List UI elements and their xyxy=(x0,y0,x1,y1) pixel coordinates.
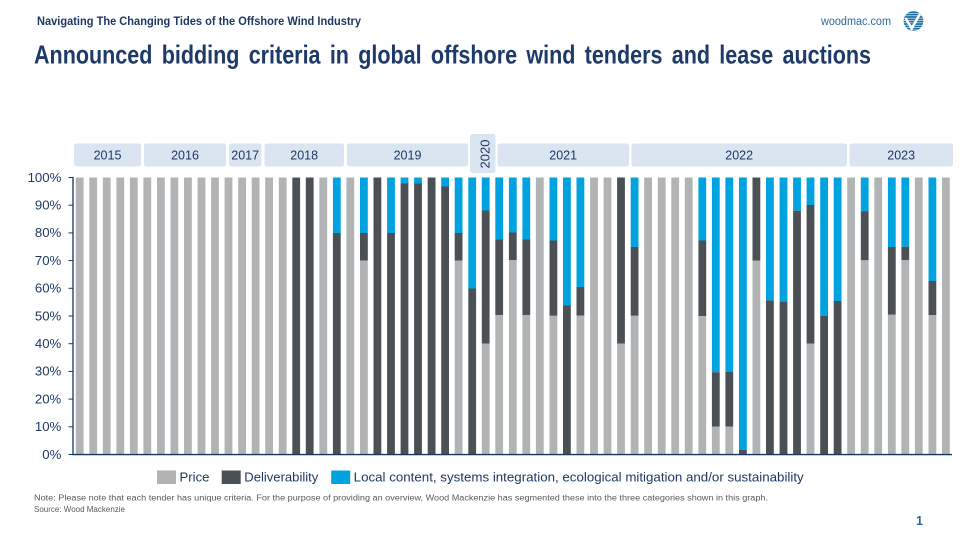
svg-text:60%: 60% xyxy=(35,281,62,296)
svg-text:Local content, systems integra: Local content, systems integration, ecol… xyxy=(354,471,805,485)
svg-text:2018: 2018 xyxy=(290,149,318,163)
svg-text:2020: 2020 xyxy=(478,140,493,169)
svg-text:2022: 2022 xyxy=(725,149,753,163)
svg-text:Price: Price xyxy=(180,471,210,485)
svg-text:50%: 50% xyxy=(35,308,62,323)
svg-text:2017: 2017 xyxy=(231,149,259,163)
svg-text:2016: 2016 xyxy=(171,149,199,163)
svg-text:woodmac.com: woodmac.com xyxy=(820,16,891,28)
svg-text:30%: 30% xyxy=(35,364,62,379)
svg-text:1: 1 xyxy=(916,514,923,528)
svg-text:Source: Wood Mackenzie: Source: Wood Mackenzie xyxy=(34,505,126,514)
svg-text:90%: 90% xyxy=(35,198,62,213)
svg-text:2021: 2021 xyxy=(549,149,577,163)
svg-text:Note: Please note that each te: Note: Please note that each tender has u… xyxy=(34,494,768,503)
svg-text:0%: 0% xyxy=(42,447,61,462)
svg-text:Navigating The Changing Tides: Navigating The Changing Tides of the Off… xyxy=(37,14,361,28)
svg-text:20%: 20% xyxy=(35,391,62,406)
svg-text:2019: 2019 xyxy=(394,149,422,163)
svg-text:70%: 70% xyxy=(35,253,62,268)
svg-text:80%: 80% xyxy=(35,225,62,240)
svg-text:Announced bidding criteria in: Announced bidding criteria in global off… xyxy=(34,40,871,70)
svg-text:100%: 100% xyxy=(28,170,62,185)
svg-text:2023: 2023 xyxy=(887,149,915,163)
svg-text:Deliverability: Deliverability xyxy=(244,471,319,485)
svg-text:40%: 40% xyxy=(35,336,62,351)
svg-text:10%: 10% xyxy=(35,419,62,434)
svg-text:2015: 2015 xyxy=(94,149,122,163)
